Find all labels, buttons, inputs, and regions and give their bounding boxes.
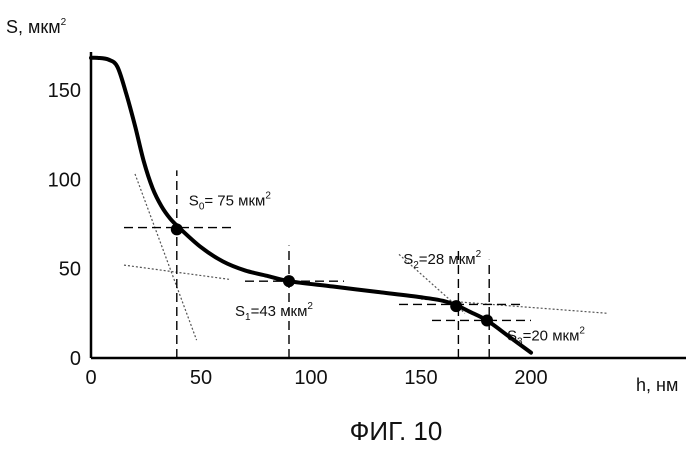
point-label: S3=20 мкм2 (507, 325, 585, 347)
data-point (283, 275, 295, 287)
y-axis-title: S, мкм2 (6, 17, 67, 37)
y-tick-label: 50 (59, 259, 81, 281)
tangent-line (135, 174, 197, 340)
data-points (171, 223, 493, 326)
data-point (450, 300, 462, 312)
data-point (171, 223, 183, 235)
point-label: S2=28 мкм2 (403, 249, 481, 271)
x-tick-label: 150 (404, 367, 437, 389)
data-point (481, 314, 493, 326)
y-tick-label: 0 (70, 348, 81, 370)
x-axis-title: h, нм (636, 375, 678, 395)
point-labels: S0= 75 мкм2 S1=43 мкм2 S2=28 мкм2 S3=20 мкм… (189, 190, 586, 347)
point-label: S1=43 мкм2 (235, 301, 313, 323)
tick-labels: 0 50 100 150 200 0 50 100 150 (48, 80, 548, 389)
point-label: S0= 75 мкм2 (189, 190, 272, 212)
y-tick-label: 100 (48, 169, 81, 191)
x-tick-label: 100 (294, 367, 327, 389)
x-tick-label: 0 (85, 367, 96, 389)
x-tick-label: 200 (514, 367, 547, 389)
figure-caption: ФИГ. 10 (350, 416, 443, 446)
y-tick-label: 150 (48, 80, 81, 102)
x-tick-label: 50 (190, 367, 212, 389)
